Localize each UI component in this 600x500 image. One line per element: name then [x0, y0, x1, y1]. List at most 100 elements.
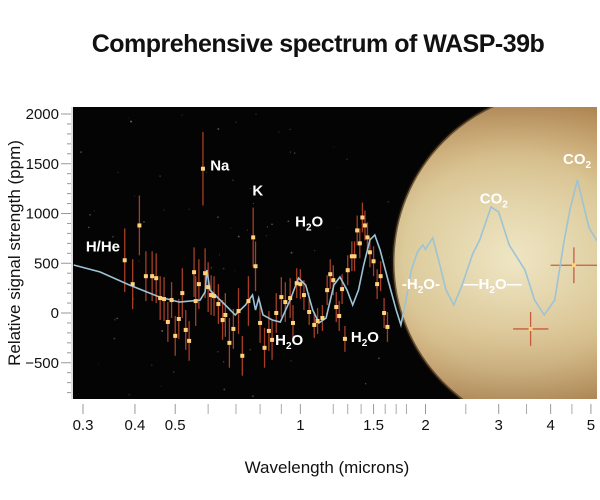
star	[309, 293, 311, 295]
x-axis: 0.3 0.4 0.5 1 1.5 2 3 4 5	[73, 404, 595, 434]
star	[314, 250, 316, 252]
data-point	[180, 291, 185, 296]
data-point	[307, 310, 312, 315]
star	[161, 329, 164, 332]
annotation-text: H	[275, 332, 286, 349]
star	[255, 113, 257, 115]
data-point	[378, 274, 383, 279]
data-point	[154, 276, 159, 281]
star	[333, 146, 335, 148]
data-point	[312, 322, 317, 327]
planet-bands	[393, 107, 597, 399]
x-tick-label: 5	[587, 417, 595, 434]
star	[249, 187, 251, 190]
x-tick-label: 0.4	[125, 417, 146, 434]
data-point	[246, 299, 251, 304]
data-point	[328, 272, 333, 277]
star	[143, 221, 145, 223]
data-point	[223, 312, 228, 317]
points-layer	[122, 166, 576, 358]
x-tick-label: 0.3	[73, 417, 94, 434]
star	[128, 117, 130, 119]
data-point	[279, 295, 284, 300]
data-point	[357, 241, 362, 246]
annotation-subscript: 2	[418, 285, 424, 296]
y-tick-label: 1000	[26, 206, 59, 223]
data-point	[320, 315, 325, 320]
data-point	[169, 298, 174, 303]
y-axis-label: Relative signal strength (ppm)	[5, 140, 24, 366]
data-point	[571, 263, 576, 268]
annotation-text-tail: O	[312, 213, 324, 230]
data-point	[262, 345, 267, 350]
star	[188, 208, 190, 210]
data-point	[375, 282, 380, 287]
star	[266, 226, 269, 228]
annotation-text-tail: O—	[495, 276, 522, 293]
annotation-text: CO	[563, 151, 586, 168]
data-point	[362, 223, 367, 228]
star	[173, 371, 175, 373]
annotation-text: H/He	[86, 238, 120, 255]
star	[346, 158, 348, 160]
data-point	[301, 293, 306, 298]
star	[290, 251, 293, 254]
annotation-text: —H	[464, 276, 490, 293]
data-point	[365, 235, 370, 240]
data-point	[258, 320, 263, 325]
star	[365, 383, 367, 385]
data-point	[122, 258, 127, 263]
annotation-text: H	[295, 213, 306, 230]
annotation-h-he: H/He	[86, 238, 120, 255]
star	[278, 131, 280, 133]
data-point	[385, 324, 390, 329]
data-point	[360, 215, 365, 220]
annotation-co2-1: CO2	[480, 191, 508, 211]
data-point	[331, 278, 336, 283]
annotation-k: K	[252, 183, 263, 200]
data-point	[231, 326, 236, 331]
star	[218, 254, 220, 256]
annotation-text-tail: O	[292, 332, 304, 349]
data-point	[345, 268, 350, 273]
star	[217, 216, 219, 218]
y-tick-label: 0	[51, 305, 59, 322]
star	[217, 128, 220, 130]
data-point	[349, 254, 354, 259]
data-point	[137, 223, 142, 228]
data-point	[290, 320, 295, 325]
star	[114, 318, 116, 321]
data-point	[220, 317, 225, 322]
star	[133, 298, 135, 300]
annotation-h2o-band-1: -H2O-	[402, 276, 440, 296]
data-point	[270, 337, 275, 342]
star	[223, 388, 226, 391]
data-point	[367, 250, 372, 255]
star	[111, 235, 114, 238]
data-point	[355, 228, 360, 233]
star	[337, 226, 339, 228]
star	[230, 227, 232, 229]
star	[232, 179, 234, 181]
data-point	[283, 300, 288, 305]
data-point	[298, 282, 303, 287]
data-point	[288, 296, 293, 301]
data-point	[315, 318, 320, 323]
y-tick-label: 1500	[26, 156, 59, 173]
data-point	[192, 270, 197, 275]
star	[98, 363, 99, 365]
annotation-subscript: 2	[489, 285, 495, 296]
x-tick-label: 2	[421, 417, 429, 434]
star	[159, 175, 161, 177]
annotation-h2o-bottom-2: H2O	[351, 329, 379, 349]
annotation-text: -H	[402, 276, 418, 293]
star	[367, 272, 369, 274]
star	[130, 120, 133, 123]
star	[205, 171, 208, 173]
star	[222, 267, 225, 270]
star	[265, 235, 267, 237]
star	[117, 171, 119, 174]
star	[160, 385, 162, 387]
data-point	[209, 293, 214, 298]
data-point	[187, 338, 192, 343]
